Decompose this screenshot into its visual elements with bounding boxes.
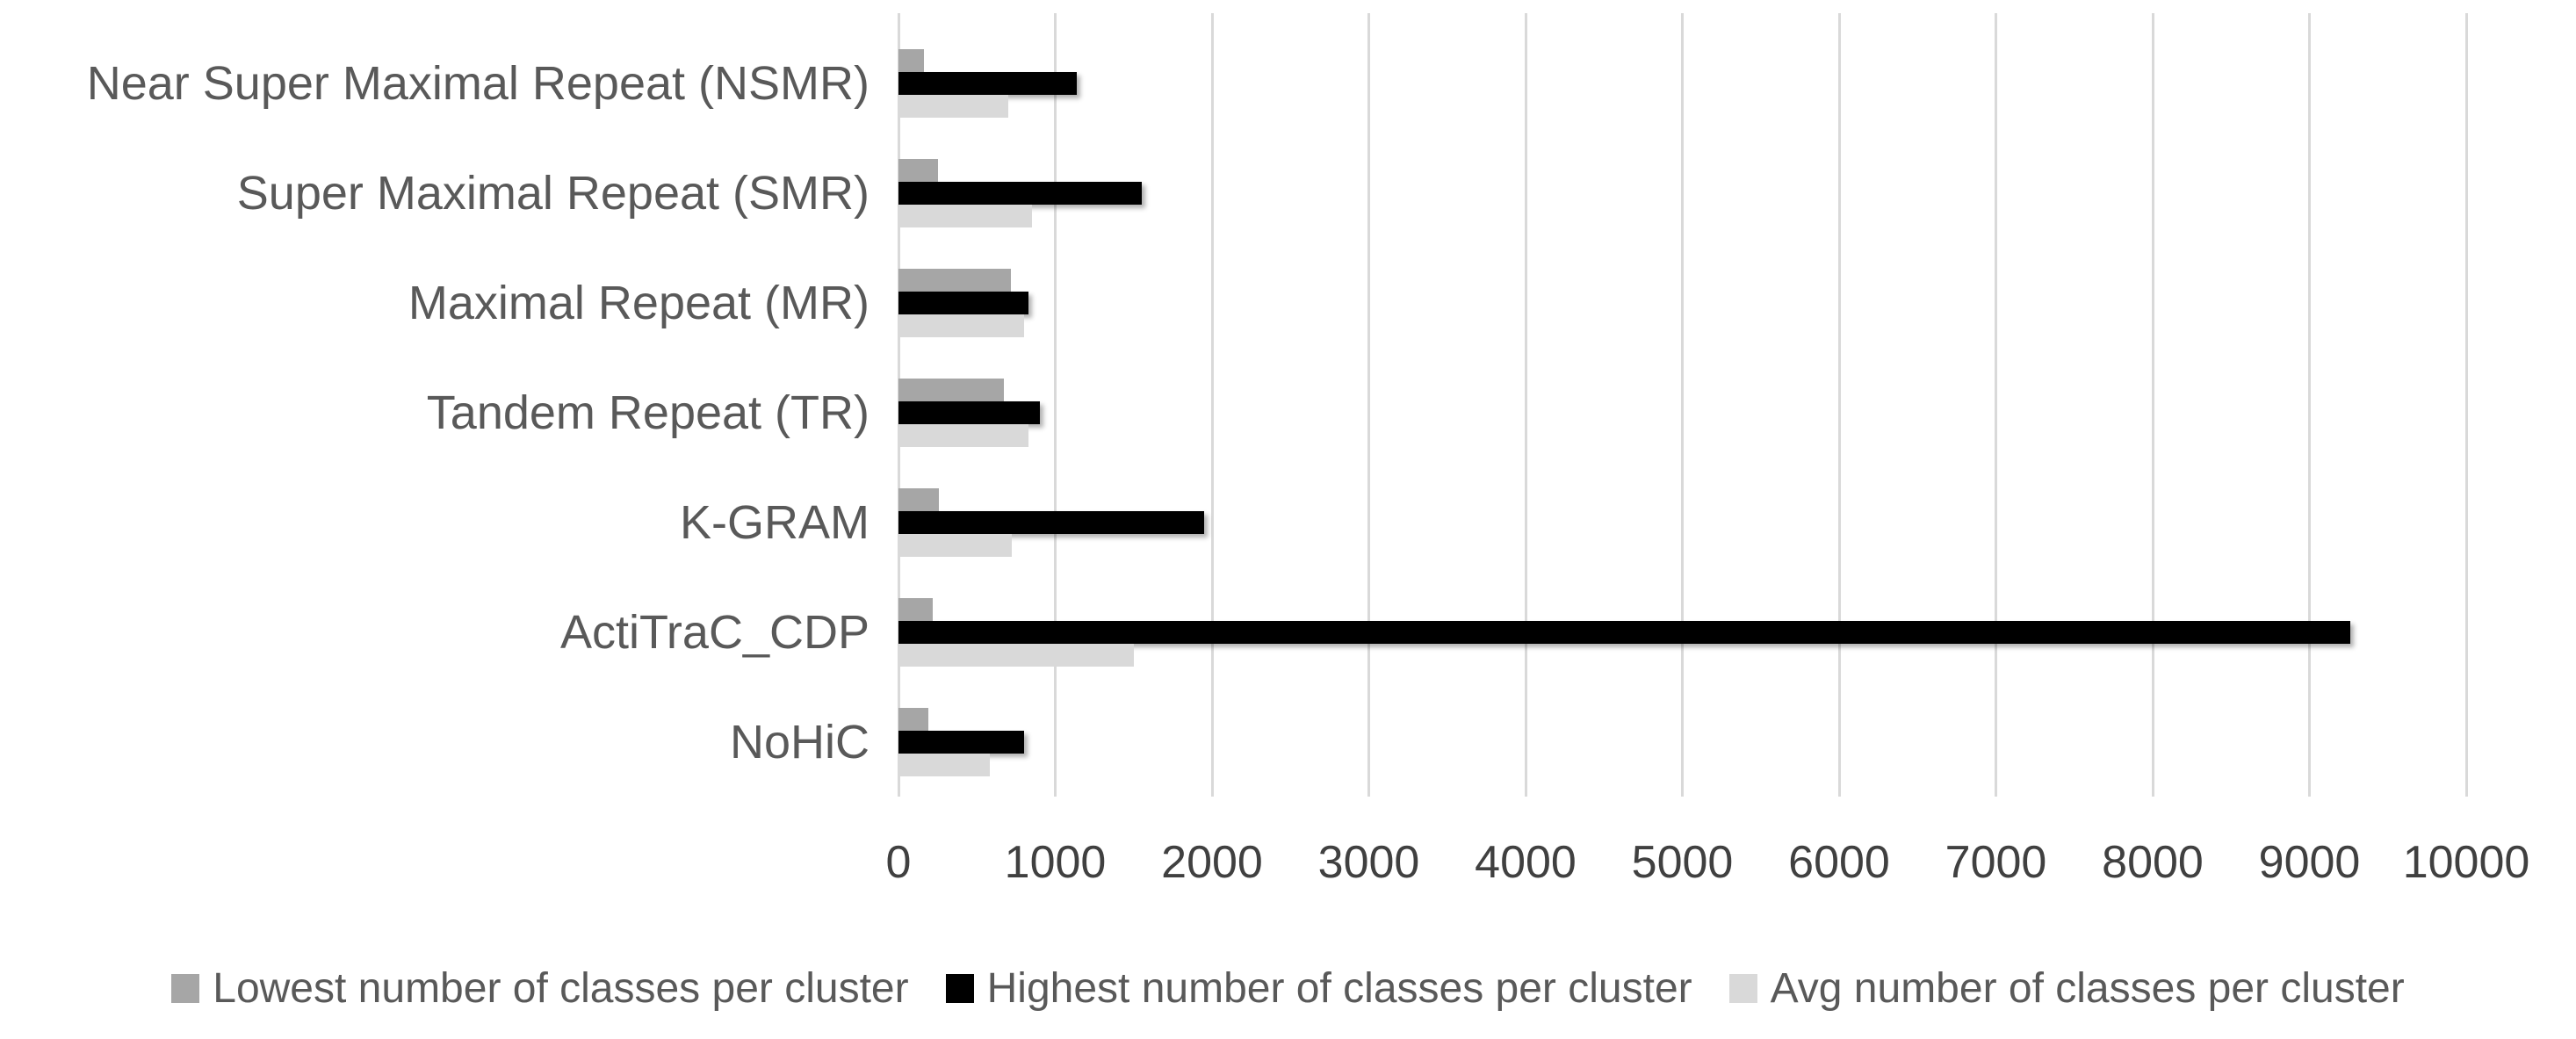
legend-swatch-icon <box>945 973 974 1003</box>
bar-series-1 <box>898 269 1011 292</box>
gridline <box>2464 13 2468 797</box>
gridline <box>1837 13 1841 797</box>
gridline <box>2308 13 2311 797</box>
legend-label: Lowest number of classes per cluster <box>213 964 909 1012</box>
x-axis-tick-label: 9000 <box>2258 837 2361 888</box>
bar-series-3 <box>898 314 1024 338</box>
x-axis-tick-label: 5000 <box>1631 837 1734 888</box>
bar-series-1 <box>898 707 928 731</box>
bar-series-2 <box>898 292 1029 315</box>
x-axis-tick-label: 10000 <box>2402 837 2530 888</box>
bar-series-1 <box>898 487 939 511</box>
bar-series-1 <box>898 49 925 73</box>
category-label: Super Maximal Repeat (SMR) <box>236 167 869 220</box>
bar-series-2 <box>898 620 2350 644</box>
x-axis-tick-label: 8000 <box>2102 837 2204 888</box>
x-axis-tick-label: 6000 <box>1788 837 1890 888</box>
gridline <box>1210 13 1214 797</box>
bar-series-3 <box>898 205 1032 228</box>
gridline <box>1367 13 1370 797</box>
x-axis-tick-label: 2000 <box>1161 837 1263 888</box>
x-axis-tick-label: 4000 <box>1475 837 1577 888</box>
bar-series-3 <box>898 533 1013 557</box>
bar-series-3 <box>898 643 1134 667</box>
legend-swatch-icon <box>171 973 200 1003</box>
legend-label: Highest number of classes per cluster <box>986 964 1692 1012</box>
legend-item: Avg number of classes per cluster <box>1728 964 2405 1013</box>
x-axis-tick-label: 7000 <box>1945 837 2047 888</box>
gridline <box>2151 13 2154 797</box>
bar-series-3 <box>898 95 1008 119</box>
category-label: K-GRAM <box>680 495 869 549</box>
gridline <box>1054 13 1057 797</box>
category-label: ActiTraC_CDP <box>559 605 869 659</box>
bar-series-2 <box>898 510 1205 534</box>
bar-series-1 <box>898 597 934 621</box>
bar-series-2 <box>898 400 1040 424</box>
x-axis-tick-label: 1000 <box>1004 837 1107 888</box>
bar-series-2 <box>898 182 1142 206</box>
legend-label: Avg number of classes per cluster <box>1770 964 2405 1012</box>
chart-legend: Lowest number of classes per cluster High… <box>0 956 2576 1021</box>
bar-series-1 <box>898 378 1004 401</box>
bar-series-3 <box>898 753 990 776</box>
legend-swatch-icon <box>1728 973 1757 1003</box>
bar-series-3 <box>898 423 1029 447</box>
gridline <box>1524 13 1527 797</box>
gridline <box>1995 13 1997 797</box>
x-axis-tick-label: 3000 <box>1317 837 1420 888</box>
legend-item: Lowest number of classes per cluster <box>171 964 909 1013</box>
category-label: NoHiC <box>729 715 869 768</box>
legend-item: Highest number of classes per cluster <box>945 964 1692 1013</box>
category-label: Tandem Repeat (TR) <box>426 386 869 439</box>
bar-series-2 <box>898 72 1078 96</box>
bar-series-2 <box>898 730 1024 754</box>
bar-series-1 <box>898 159 938 183</box>
x-axis-tick-label: 0 <box>885 837 912 888</box>
category-label: Maximal Repeat (MR) <box>408 277 869 330</box>
gridline <box>1681 13 1684 797</box>
category-label: Near Super Maximal Repeat (NSMR) <box>86 57 869 111</box>
